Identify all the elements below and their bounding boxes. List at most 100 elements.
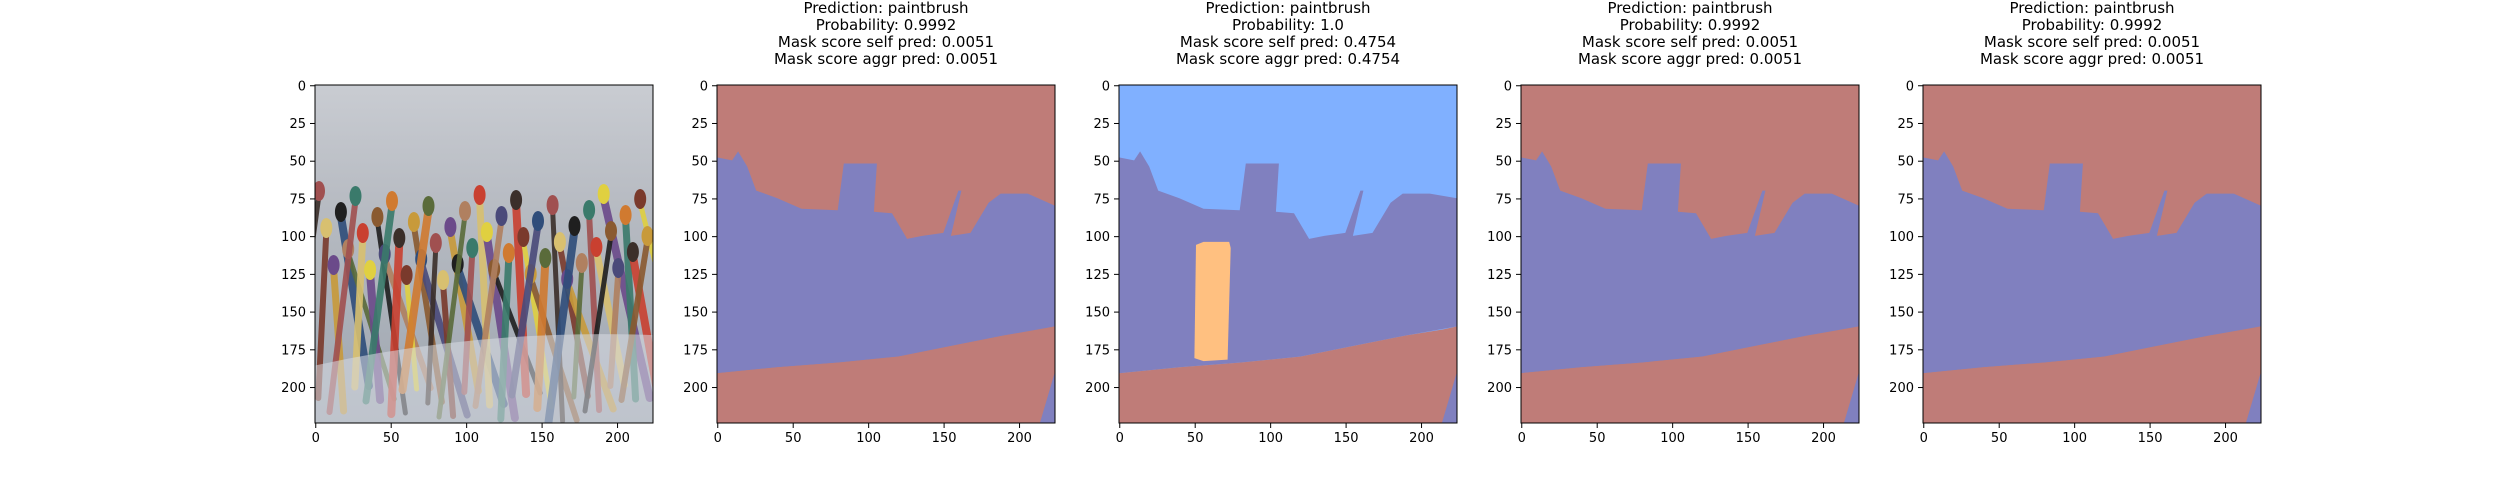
y-tick-label: 0 xyxy=(1102,79,1110,94)
x-tick-label: 100 xyxy=(856,431,881,446)
brush-tip xyxy=(356,223,369,243)
x-tick-label: 50 xyxy=(785,431,802,446)
x-tick-label: 100 xyxy=(1660,431,1685,446)
y-tick-label: 0 xyxy=(700,79,708,94)
brush-tip xyxy=(546,195,559,215)
brush-tip xyxy=(502,243,515,263)
y-tick-label: 50 xyxy=(1495,155,1512,170)
y-tick-label: 50 xyxy=(691,155,708,170)
brush-tip xyxy=(364,260,377,280)
y-tick-label: 200 xyxy=(1085,381,1110,396)
brush-tip xyxy=(568,216,581,236)
segmentation-mask xyxy=(1923,85,2261,423)
brush-tip xyxy=(605,221,617,241)
paintbrush-photo xyxy=(315,85,653,423)
segmentation-mask xyxy=(1119,85,1457,423)
y-tick-label: 0 xyxy=(1504,79,1512,94)
x-tick-label: 200 xyxy=(2213,431,2238,446)
y-tick-label: 125 xyxy=(1889,268,1914,283)
brush-tip xyxy=(575,253,588,273)
brush-tip xyxy=(459,201,471,221)
y-tick-label: 200 xyxy=(683,381,708,396)
panel-5-axes: 0 50 100 150 200 0 25 50 75 100 125 150 175 200 xyxy=(1889,79,2262,446)
x-tick-label: 0 xyxy=(1920,431,1928,446)
y-tick-label: 25 xyxy=(1093,117,1110,132)
y-tick-label: 100 xyxy=(1889,230,1914,245)
mask-floor-segment xyxy=(717,326,1055,423)
y-tick-label: 100 xyxy=(281,230,306,245)
panel-1-frame xyxy=(314,84,654,424)
y-tick-label: 150 xyxy=(1487,306,1512,321)
panel-4-title-line-3: Mask score self pred: 0.0051 xyxy=(1582,33,1798,51)
mask-object-segment xyxy=(717,151,1055,374)
panel-2-frame xyxy=(716,84,1056,424)
y-tick-label: 25 xyxy=(1495,117,1512,132)
brush-tip xyxy=(641,226,653,246)
y-tick-label: 150 xyxy=(1085,306,1110,321)
y-tick-label: 150 xyxy=(1889,306,1914,321)
x-tick-label: 0 xyxy=(1116,431,1124,446)
x-tick-label: 200 xyxy=(605,431,630,446)
y-tick-label: 125 xyxy=(1487,268,1512,283)
x-tick-label: 150 xyxy=(932,431,957,446)
panel-4-title-line-4: Mask score aggr pred: 0.0051 xyxy=(1578,50,1802,68)
y-tick-label: 100 xyxy=(683,230,708,245)
y-tick-label: 175 xyxy=(1085,343,1110,358)
x-tick-label: 200 xyxy=(1409,431,1434,446)
x-tick-label: 100 xyxy=(454,431,479,446)
x-tick-label: 200 xyxy=(1811,431,1836,446)
x-tick-label: 50 xyxy=(383,431,400,446)
mask-floor-segment xyxy=(1923,326,2261,423)
brush-tip xyxy=(386,191,398,211)
y-tick-label: 0 xyxy=(1906,79,1914,94)
x-tick-label: 100 xyxy=(1258,431,1283,446)
y-tick-label: 75 xyxy=(1093,192,1110,207)
x-tick-label: 0 xyxy=(312,431,320,446)
x-tick-label: 0 xyxy=(1518,431,1526,446)
mask-floor-segment xyxy=(1521,326,1859,423)
brush-stroke xyxy=(628,252,653,391)
jar-rim xyxy=(315,334,653,423)
brush-tip xyxy=(371,207,384,227)
y-tick-label: 175 xyxy=(683,343,708,358)
y-tick-label: 100 xyxy=(1085,230,1110,245)
mask-object-segment xyxy=(1923,151,2261,374)
panel-4-axes: 0 50 100 150 200 0 25 50 75 100 125 150 175 200 xyxy=(1487,79,1860,446)
brush-tip xyxy=(590,237,603,257)
y-tick-label: 75 xyxy=(691,192,708,207)
x-tick-label: 200 xyxy=(1007,431,1032,446)
brush-tip xyxy=(466,238,479,258)
panel-3-frame xyxy=(1118,84,1458,424)
y-tick-label: 75 xyxy=(1897,192,1914,207)
y-tick-label: 175 xyxy=(1889,343,1914,358)
y-tick-label: 175 xyxy=(281,343,306,358)
brush-tip xyxy=(612,258,625,278)
panel-3-axes: 0 50 100 150 200 0 25 50 75 100 125 150 175 200 xyxy=(1085,79,1458,446)
brush-tip xyxy=(553,232,566,252)
panel-2-title-line-3: Mask score self pred: 0.0051 xyxy=(778,33,994,51)
panel-4-title-line-1: Prediction: paintbrush xyxy=(1607,0,1772,17)
y-tick-label: 125 xyxy=(281,268,306,283)
y-tick-label: 25 xyxy=(1897,117,1914,132)
brush-tip xyxy=(349,186,362,206)
panel-2-axes: 0 50 100 150 200 0 25 50 75 100 125 150 175 200 xyxy=(683,79,1056,446)
panel-1-axes: 0 50 100 150 200 0 25 50 75 100 125 150 175 200 xyxy=(281,79,654,446)
brush-tip xyxy=(393,228,406,248)
brush-tip xyxy=(583,200,596,220)
y-tick-label: 25 xyxy=(691,117,708,132)
brush-tip xyxy=(473,185,486,205)
x-tick-label: 150 xyxy=(530,431,555,446)
brush-tip xyxy=(334,202,347,222)
y-tick-label: 200 xyxy=(1889,381,1914,396)
y-tick-label: 125 xyxy=(683,268,708,283)
brush-tip xyxy=(315,181,325,201)
y-tick-label: 200 xyxy=(281,381,306,396)
y-tick-label: 50 xyxy=(1897,155,1914,170)
x-tick-label: 150 xyxy=(2138,431,2163,446)
segmentation-mask xyxy=(1521,85,1859,423)
